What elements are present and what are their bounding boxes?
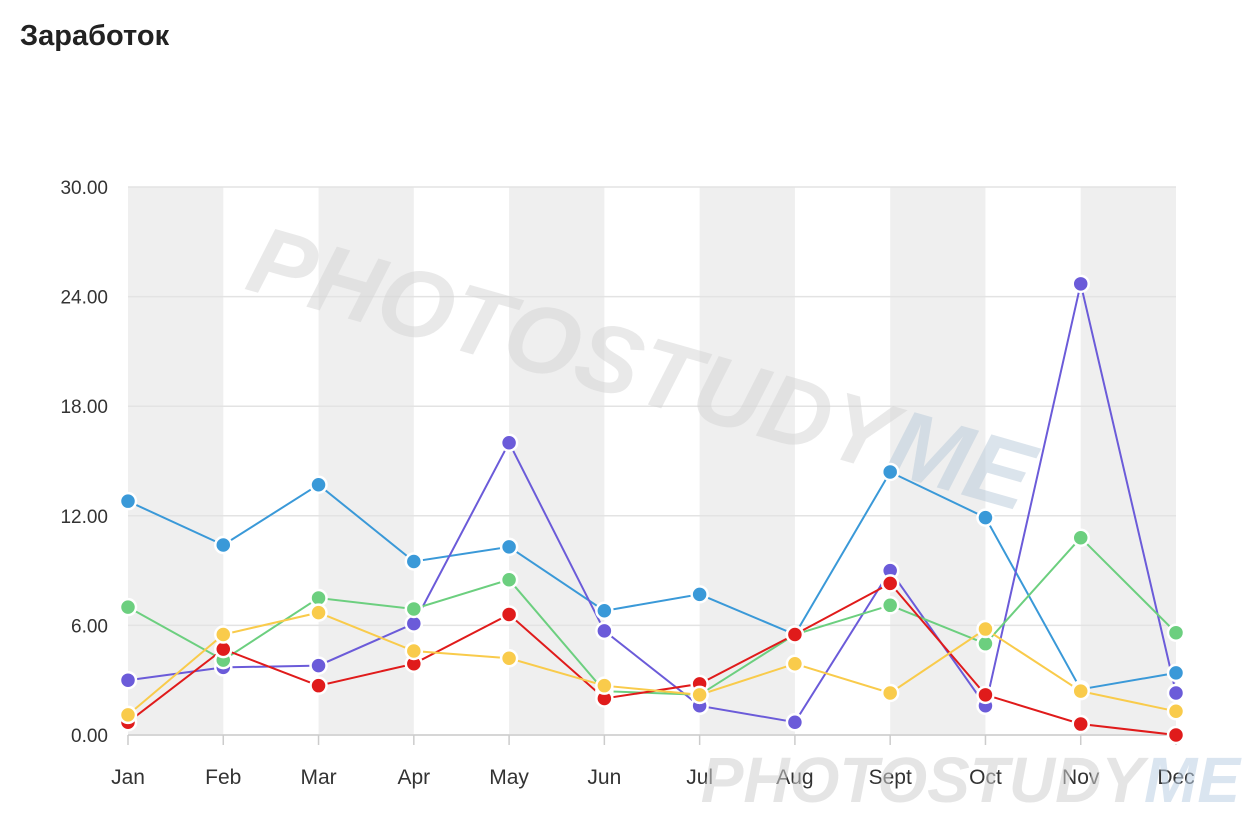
data-point-s3-Nov[interactable] [1071, 714, 1090, 734]
chart-title: Заработок [20, 20, 170, 52]
y-tick-label: 6.00 [71, 616, 108, 637]
x-tick-label: May [489, 766, 529, 789]
data-point-s0-Feb[interactable] [214, 535, 233, 555]
x-axis: Jan Feb Mar Apr May Jun Jul Aug Sept Oct Nov Dec [111, 735, 1195, 789]
series-line-1 [127, 283, 1177, 724]
x-tick-label: Jun [587, 766, 621, 789]
y-tick-label: 18.00 [60, 397, 108, 418]
data-point-s3-Mar[interactable] [309, 676, 328, 695]
data-point-s2-May[interactable] [499, 570, 519, 589]
series-line-0 [127, 470, 1177, 691]
plot-band-4 [509, 187, 605, 735]
data-point-s0-Apr[interactable] [404, 552, 424, 571]
data-point-s3-Aug[interactable] [785, 625, 805, 644]
data-point-s0-Oct[interactable] [976, 508, 995, 527]
data-point-s1-Dec[interactable] [1166, 683, 1186, 703]
series-line-2 [127, 536, 1177, 696]
y-tick-label: 0.00 [71, 726, 108, 747]
data-point-s0-Mar[interactable] [309, 475, 328, 494]
data-point-s4-Jul[interactable] [690, 685, 709, 705]
data-point-s4-Apr[interactable] [404, 641, 424, 661]
series-lines [127, 283, 1177, 736]
data-point-s0-Jan[interactable] [118, 491, 138, 511]
data-point-s4-Feb[interactable] [214, 625, 233, 644]
data-point-s4-Jan[interactable] [118, 705, 138, 725]
data-point-s0-May[interactable] [499, 537, 519, 557]
data-point-s1-Nov[interactable] [1071, 274, 1090, 294]
data-point-s4-May[interactable] [499, 649, 519, 668]
data-point-s0-Jun[interactable] [595, 601, 614, 621]
x-tick-label: Apr [397, 766, 430, 789]
data-point-s4-Jun[interactable] [595, 676, 614, 695]
data-point-s3-Oct[interactable] [976, 685, 995, 705]
x-tick-label: Oct [969, 766, 1002, 789]
series-points [118, 274, 1186, 745]
svg-text:PHOTOSTUDYME: PHOTOSTUDYME [701, 744, 1243, 816]
x-tick-label: Feb [205, 766, 241, 789]
x-tick-label: Aug [776, 766, 813, 789]
data-point-s1-Mar[interactable] [309, 656, 328, 675]
watermark-bottom: PHOTOSTUDYME [701, 744, 1243, 816]
data-point-s1-Jan[interactable] [118, 670, 138, 690]
y-tick-label: 30.00 [60, 178, 108, 199]
data-point-s4-Sept[interactable] [880, 683, 900, 703]
data-point-s1-May[interactable] [499, 433, 519, 452]
data-point-s2-Dec[interactable] [1166, 623, 1186, 642]
x-tick-label: Mar [300, 766, 336, 789]
data-point-s3-May[interactable] [499, 605, 519, 624]
data-point-s4-Dec[interactable] [1166, 702, 1186, 721]
y-tick-label: 24.00 [60, 288, 108, 309]
data-point-s4-Aug[interactable] [785, 654, 805, 674]
x-tick-label: Sept [869, 766, 912, 789]
watermark-bottom-text-a: PHOTOSTUDY [701, 744, 1150, 816]
x-tick-label: Jul [686, 766, 713, 789]
plot-band-0 [128, 187, 224, 735]
data-point-s0-Jul[interactable] [690, 585, 709, 604]
data-point-s1-Aug[interactable] [785, 712, 805, 732]
data-point-s2-Nov[interactable] [1071, 528, 1090, 547]
watermark-bottom-text-b: ME [1144, 744, 1242, 816]
data-point-s2-Jan[interactable] [118, 597, 138, 617]
series-line-4 [127, 611, 1177, 716]
data-point-s4-Oct[interactable] [976, 619, 995, 639]
plot-bands [128, 187, 1176, 735]
data-point-s2-Apr[interactable] [404, 599, 424, 619]
x-tick-label: Dec [1157, 766, 1194, 789]
data-point-s3-Dec[interactable] [1166, 725, 1186, 745]
data-point-s4-Mar[interactable] [309, 603, 328, 622]
x-tick-label: Nov [1062, 766, 1100, 789]
data-point-s4-Nov[interactable] [1071, 681, 1090, 701]
data-point-s1-Jun[interactable] [595, 621, 614, 641]
data-point-s0-Dec[interactable] [1166, 663, 1186, 683]
plot-band-8 [890, 187, 986, 735]
data-point-s0-Sept[interactable] [880, 462, 900, 482]
x-tick-label: Jan [111, 766, 145, 789]
plot-band-10 [1080, 187, 1176, 735]
data-point-s3-Sept[interactable] [880, 574, 900, 593]
y-axis: 0.00 6.00 12.00 18.00 24.00 30.00 [60, 178, 108, 747]
data-point-s2-Sept[interactable] [880, 596, 900, 615]
y-tick-label: 12.00 [60, 507, 108, 528]
